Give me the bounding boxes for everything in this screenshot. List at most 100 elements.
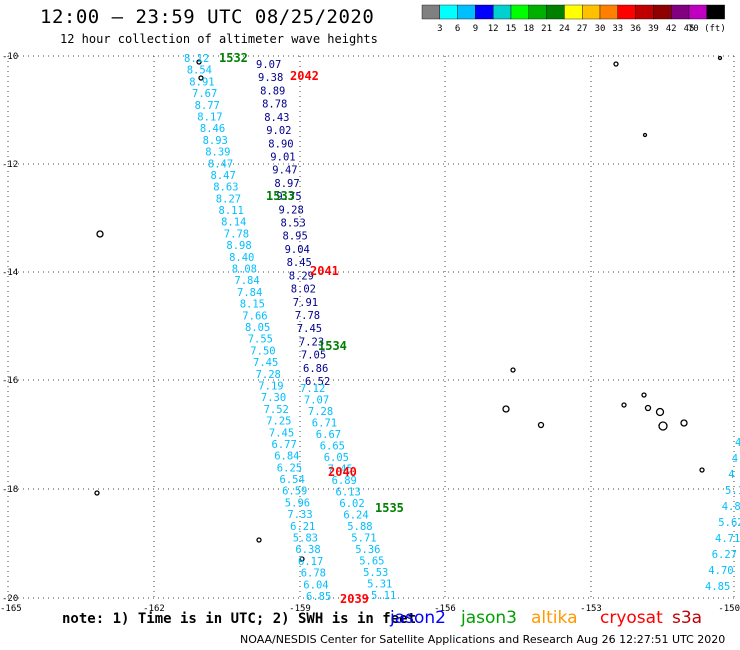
lon-label: -165: [0, 604, 22, 614]
swh-value-label: 7.91: [293, 297, 318, 309]
swh-value-label: 7.78: [224, 228, 249, 240]
swh-value-label: 5.1: [725, 485, 740, 497]
swh-value-label: 8.54: [187, 65, 212, 77]
legend-altika: altika: [531, 608, 578, 628]
island-outline: [642, 132, 648, 138]
swh-value-label: 6.54: [280, 474, 305, 486]
lat-label: -12: [2, 160, 18, 170]
island-outline: [256, 537, 262, 543]
swh-value-label: 6.02: [339, 498, 364, 510]
scale-swatch: [617, 4, 636, 20]
pass-time-label: 2041: [310, 264, 339, 278]
swh-value-label: 8.47: [211, 170, 236, 182]
swh-value-label: 7.45: [297, 323, 322, 335]
swh-value-label: 9.38: [258, 72, 283, 84]
pass-time-label: 1533: [266, 189, 295, 203]
scale-tick-label: 33: [612, 24, 623, 34]
scale-swatch: [653, 4, 672, 20]
swh-value-label: 7.52: [264, 404, 289, 416]
swh-value-label: 6.27: [712, 549, 737, 561]
pass-time-label: 1534: [318, 339, 347, 353]
island-outline: [699, 467, 705, 473]
scale-swatch: [671, 4, 690, 20]
swh-value-label: 4.71: [715, 533, 740, 545]
scale-tick-label: 15: [506, 24, 517, 34]
swh-value-label: 8.29: [289, 270, 314, 282]
scale-swatch: [635, 4, 654, 20]
swh-value-label: 4.85: [722, 501, 740, 513]
map-grid: -10 -12 -14 -16 -18 -20-165 -162 -159 -156 -153 -1…: [0, 52, 740, 614]
lat-label: -16: [2, 376, 18, 386]
swh-value-label: 8.90: [268, 138, 293, 150]
swh-value-label: 9.07: [256, 59, 281, 71]
swh-value-label: 4: [728, 469, 734, 481]
swh-value-label: 6.52: [305, 376, 330, 388]
island-outline: [94, 490, 100, 496]
scale-tick-label: 30: [595, 24, 606, 34]
scale-tick-label: 3: [437, 24, 442, 34]
swh-value-label: 5.31: [367, 579, 392, 591]
swh-value-label: 6.65: [320, 441, 345, 453]
lat-label: -20: [2, 594, 18, 604]
swh-value-label: 7.45: [253, 357, 278, 369]
swh-value-label: 6.84: [274, 451, 299, 463]
swh-value-label: 8.77: [195, 100, 220, 112]
scale-tick-label: 18: [523, 24, 534, 34]
swh-value-label: 8.11: [219, 205, 244, 217]
swh-value-label: 5.65: [359, 556, 384, 568]
swh-value-label: 9.75: [276, 191, 301, 203]
island-outline: [198, 75, 204, 81]
swh-value-label: 8.43: [264, 112, 289, 124]
swh-value-label: 6.89: [332, 475, 357, 487]
swh-value-label: 8.47: [208, 158, 233, 170]
swh-value-label: 9.47: [272, 165, 297, 177]
lon-label: -156: [434, 604, 456, 614]
island-outline: [613, 61, 619, 67]
swh-value-label: 9.28: [279, 204, 304, 216]
scale-tick-label: 45: [684, 24, 695, 34]
swh-value-label: 7.07: [304, 395, 329, 407]
scale-swatch: [493, 4, 512, 20]
island-outline: [658, 421, 668, 431]
swh-value-label: 8.93: [203, 135, 228, 147]
swh-value-label: 7.78: [295, 310, 320, 322]
scale-swatch: [582, 4, 601, 20]
scale-tick-label: 70 (ft): [688, 24, 726, 34]
swh-value-label: 6.86: [303, 363, 328, 375]
swh-value-label: 8.17: [197, 112, 222, 124]
swh-value-label: 9.02: [266, 125, 291, 137]
lon-label: -162: [143, 604, 165, 614]
swh-value-label: 6.77: [272, 439, 297, 451]
scale-tick-label: 36: [630, 24, 641, 34]
swh-value-label: 6.78: [301, 568, 326, 580]
swh-value-label: 7.84: [234, 275, 259, 287]
swh-value-label: 7.45: [269, 427, 294, 439]
legend-jason3: jason3: [461, 608, 517, 628]
scale-tick-label: 21: [541, 24, 552, 34]
island-outline: [510, 367, 516, 373]
scale-swatch: [564, 4, 583, 20]
swh-value-label: 4: [732, 453, 738, 465]
swh-value-label: 8.02: [291, 284, 316, 296]
scale-tick-label: 24: [559, 24, 570, 34]
swh-value-label: 6.17: [298, 556, 323, 568]
scale-swatch: [599, 4, 618, 20]
swh-value-label: 8.53: [281, 218, 306, 230]
swh-value-label: 4.70: [708, 565, 733, 577]
scale-tick-label: 27: [577, 24, 588, 34]
pass-time-label: 2039: [340, 592, 369, 606]
swh-value-label: 7.05: [301, 350, 326, 362]
swh-value-label: 5.71: [351, 533, 376, 545]
lat-label: -18: [2, 485, 18, 495]
island-outline: [96, 230, 104, 238]
swh-value-label: 7.55: [248, 334, 273, 346]
swh-value-label: 8.98: [226, 240, 251, 252]
swh-value-label: 7.28: [308, 406, 333, 418]
swh-value-label: 6.71: [312, 418, 337, 430]
legend-s3a: s3a: [672, 608, 703, 628]
lon-label: -159: [289, 604, 311, 614]
swh-value-label: 9.04: [285, 244, 310, 256]
swh-value-label: 8.39: [205, 147, 230, 159]
scale-swatch: [475, 4, 494, 20]
